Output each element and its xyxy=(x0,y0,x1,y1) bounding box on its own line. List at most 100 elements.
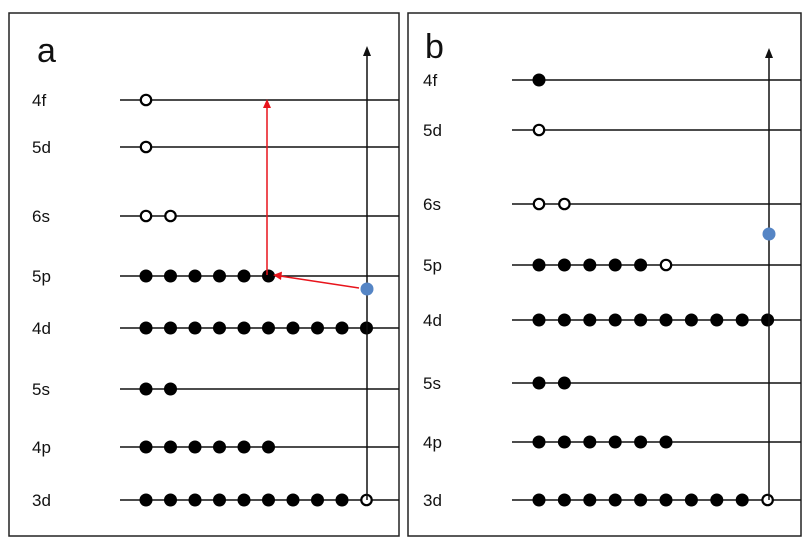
electron xyxy=(237,493,251,507)
vacancy xyxy=(139,140,153,154)
level-label: 5p xyxy=(32,267,51,286)
electron xyxy=(188,493,202,507)
electron xyxy=(684,493,698,507)
level-4p: 4p xyxy=(423,433,801,452)
electron xyxy=(139,493,153,507)
electron xyxy=(164,440,177,454)
electron xyxy=(237,269,251,283)
level-label: 4d xyxy=(423,311,442,330)
panel-b-excited-electron xyxy=(762,227,776,241)
electron xyxy=(164,382,177,396)
level-label: 6s xyxy=(32,207,50,226)
level-5d: 5d xyxy=(423,121,801,140)
level-5d: 5d xyxy=(32,138,399,157)
electron xyxy=(532,313,546,327)
electron xyxy=(608,313,622,327)
electron xyxy=(583,493,597,507)
level-label: 5p xyxy=(423,256,442,275)
vacancy xyxy=(532,197,546,211)
electron xyxy=(583,258,597,272)
level-label: 4p xyxy=(423,433,442,452)
level-3d: 3d xyxy=(423,491,801,510)
electron xyxy=(262,321,275,335)
panel-a-label: a xyxy=(37,32,56,70)
electron xyxy=(659,493,673,507)
level-label: 4p xyxy=(32,438,51,457)
panel-b-axis-arrowhead xyxy=(765,48,773,58)
electron xyxy=(557,493,571,507)
level-label: 5s xyxy=(32,380,50,399)
electron xyxy=(608,258,622,272)
electron xyxy=(532,376,546,390)
electron xyxy=(710,313,724,327)
electron xyxy=(634,258,648,272)
electron xyxy=(532,258,546,272)
electron xyxy=(608,435,622,449)
panel-a: a 4f 5d 6s 5p 4d 5s 4p 3d xyxy=(8,12,400,537)
panel-b-frame xyxy=(407,12,802,537)
level-label: 6s xyxy=(423,195,441,214)
electron xyxy=(188,321,202,335)
electron xyxy=(735,493,749,507)
electron xyxy=(335,321,349,335)
electron xyxy=(557,376,571,390)
electron xyxy=(532,435,546,449)
level-label: 3d xyxy=(423,491,442,510)
electron xyxy=(557,313,571,327)
electron xyxy=(583,435,597,449)
level-label: 5d xyxy=(32,138,51,157)
vacancy xyxy=(139,93,153,107)
electron xyxy=(659,435,673,449)
electron xyxy=(262,269,275,283)
level-label: 5s xyxy=(423,374,441,393)
panel-a-arrow-to-5p-head xyxy=(273,271,282,280)
vacancy xyxy=(659,258,673,272)
panel-a-arrow-to-4f-head xyxy=(263,99,271,108)
electron xyxy=(634,493,648,507)
electron xyxy=(735,313,749,327)
electron xyxy=(188,440,202,454)
level-6s: 6s xyxy=(423,195,801,214)
vacancy xyxy=(532,123,546,137)
vacancy xyxy=(761,493,774,507)
electron xyxy=(532,73,546,87)
level-5p: 5p xyxy=(32,267,399,286)
panel-a-axis-arrowhead xyxy=(363,46,371,56)
level-label: 4d xyxy=(32,319,51,338)
electron xyxy=(139,321,153,335)
level-label: 3d xyxy=(32,491,51,510)
vacancy xyxy=(139,209,153,223)
panel-b-label: b xyxy=(425,28,444,66)
panel-b-levels: 4f 5d 6s 5p 4d 5s 4p 3d xyxy=(423,71,801,510)
electron xyxy=(710,493,724,507)
electron xyxy=(311,321,324,335)
level-4d: 4d xyxy=(32,319,399,338)
level-5p: 5p xyxy=(423,256,801,275)
electron xyxy=(634,313,648,327)
panel-b: b 4f 5d 6s 5p 4d 5s 4p 3d xyxy=(407,12,802,537)
level-5s: 5s xyxy=(423,374,801,393)
level-4f: 4f xyxy=(32,91,399,110)
level-label: 4f xyxy=(32,91,46,110)
panel-a-excited-electron xyxy=(360,282,374,296)
electron xyxy=(188,269,202,283)
panel-a-frame xyxy=(8,12,400,537)
electron xyxy=(286,493,300,507)
electron xyxy=(311,493,324,507)
level-label: 5d xyxy=(423,121,442,140)
electron xyxy=(237,440,251,454)
electron xyxy=(213,440,226,454)
level-6s: 6s xyxy=(32,207,399,226)
electron xyxy=(532,493,546,507)
electron xyxy=(164,269,177,283)
electron xyxy=(761,313,775,327)
panel-a-levels: 4f 5d 6s 5p 4d 5s 4p 3d xyxy=(32,91,399,510)
electron xyxy=(262,440,275,454)
electron xyxy=(164,493,177,507)
electron xyxy=(286,321,300,335)
electron xyxy=(213,321,226,335)
electron xyxy=(335,493,349,507)
electron xyxy=(237,321,251,335)
electron xyxy=(164,321,177,335)
level-4d: 4d xyxy=(423,311,801,330)
